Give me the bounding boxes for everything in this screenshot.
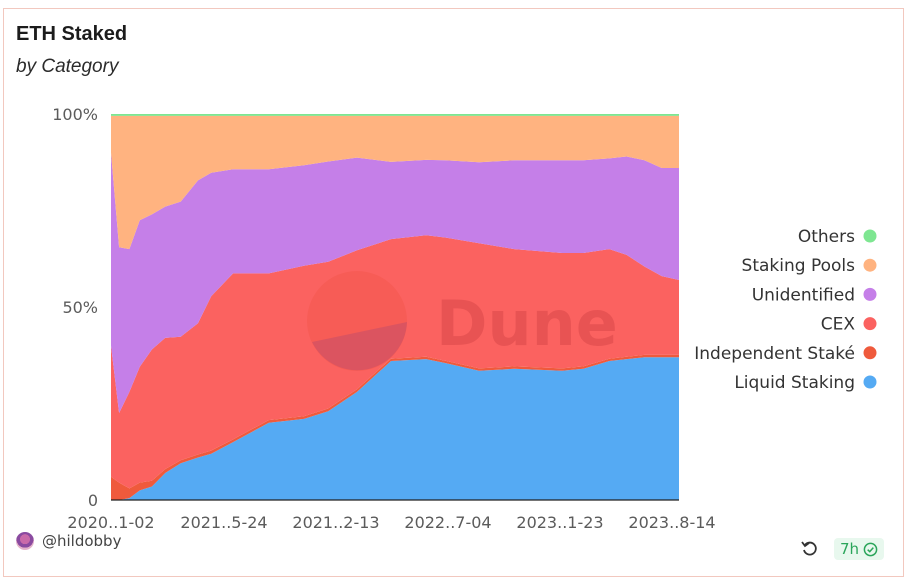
x-tick-label: 2021..5-24 xyxy=(180,513,267,532)
check-circle-icon xyxy=(863,542,878,556)
legend-label: Unidentified xyxy=(752,285,855,305)
area-staking-pools[interactable] xyxy=(111,115,679,250)
chart-title: ETH Staked xyxy=(16,23,128,45)
y-tick-label: 100% xyxy=(52,105,98,124)
query-age-text: 7h xyxy=(840,540,860,558)
query-age-badge: 7h xyxy=(834,538,885,560)
legend-label: Others xyxy=(798,227,855,247)
area-others[interactable] xyxy=(111,114,679,116)
watermark-text: Dune xyxy=(436,287,618,360)
watermark-logo-slice xyxy=(312,322,407,371)
author-link[interactable]: @hildobby xyxy=(16,532,121,550)
x-tick-label: 2023..1-23 xyxy=(516,513,603,532)
legend-item-unidentified[interactable]: Unidentified xyxy=(752,285,877,305)
legend-item-staking-pools[interactable]: Staking Pools xyxy=(742,256,877,276)
x-tick-label: 2021..2-13 xyxy=(292,513,379,532)
y-tick-label: 0 xyxy=(88,491,98,510)
legend-item-cex[interactable]: CEX xyxy=(821,315,877,335)
chart-areas xyxy=(111,114,679,500)
area-unidentified[interactable] xyxy=(111,152,679,414)
legend-label: Independent Staké xyxy=(694,344,855,364)
area-cex[interactable] xyxy=(111,235,679,489)
legend-label: Staking Pools xyxy=(742,256,856,276)
refresh-icon[interactable] xyxy=(800,538,820,558)
x-tick-label: 2020..1-02 xyxy=(67,513,154,532)
legend-item-others[interactable]: Others xyxy=(798,227,877,247)
area-liquid-staking[interactable] xyxy=(111,357,679,500)
legend-item-liquid-staking[interactable]: Liquid Staking xyxy=(734,373,877,393)
x-tick-label: 2022..7-04 xyxy=(404,513,491,532)
legend-label: CEX xyxy=(821,315,856,335)
legend-item-independent-stakers[interactable]: Independent Staké xyxy=(694,344,877,364)
avatar xyxy=(16,532,34,550)
chart-subtitle: by Category xyxy=(16,56,119,77)
legend-swatch xyxy=(863,375,877,389)
y-axis-ticks: 0 50% 100% xyxy=(52,105,98,510)
legend-swatch xyxy=(863,317,877,331)
legend-label: Liquid Staking xyxy=(734,373,855,393)
legend-swatch xyxy=(863,229,877,243)
legend-swatch xyxy=(863,346,877,360)
x-tick-label: 2023..8-14 xyxy=(628,513,715,532)
x-axis-ticks: 2020..1-02 2021..5-24 2021..2-13 2022..7-04… xyxy=(67,513,715,532)
legend-swatch xyxy=(863,258,877,272)
dune-watermark: Dune xyxy=(307,271,618,371)
author-name: @hildobby xyxy=(42,532,122,550)
legend-swatch xyxy=(863,287,877,301)
chart-legend: Others Staking Pools Unidentified CEX Indepe… xyxy=(694,227,877,393)
y-tick-label: 50% xyxy=(62,298,98,317)
